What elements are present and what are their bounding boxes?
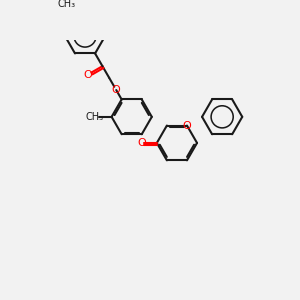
Text: O: O	[112, 85, 121, 95]
Text: CH₃: CH₃	[86, 112, 104, 122]
Text: CH₃: CH₃	[58, 0, 76, 9]
Text: O: O	[137, 138, 146, 148]
Text: O: O	[83, 70, 92, 80]
Text: O: O	[183, 121, 191, 130]
